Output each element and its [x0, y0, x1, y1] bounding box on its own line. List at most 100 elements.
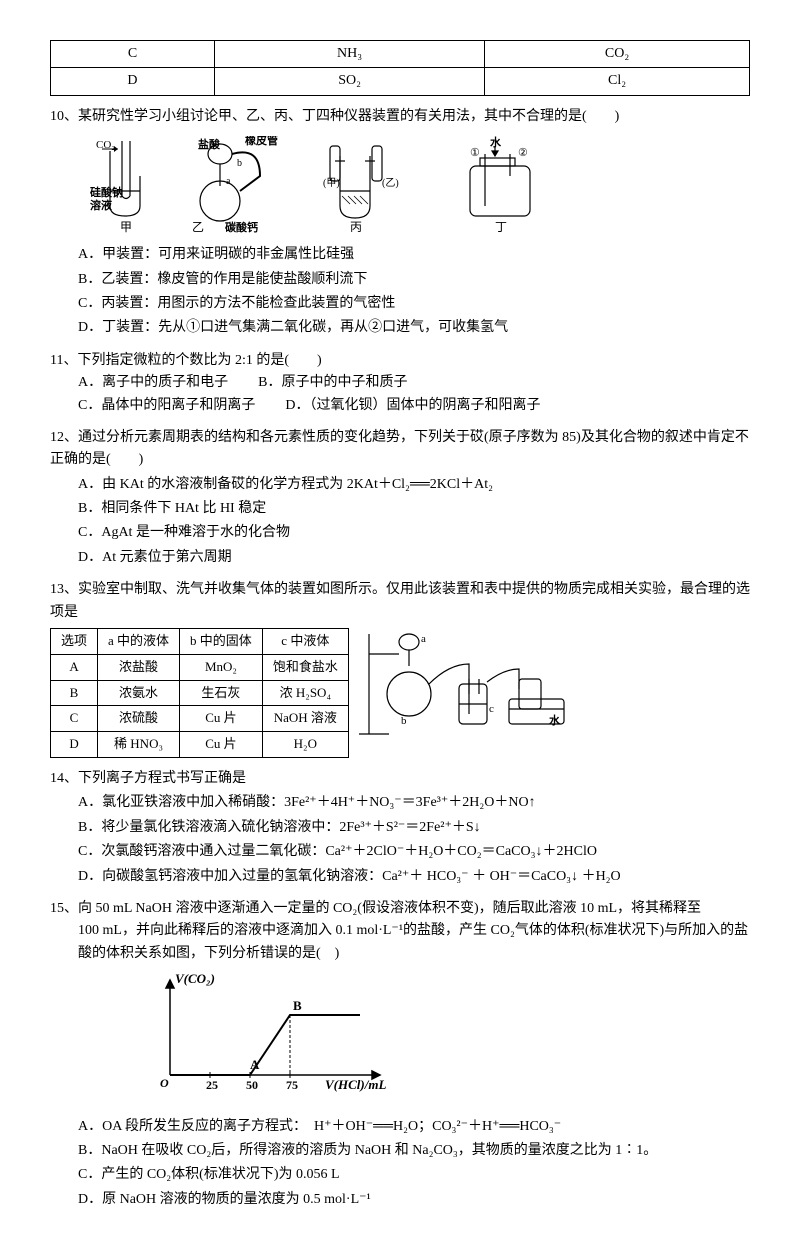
options: A．OA 段所发生反应的离子方程式： H⁺＋OH⁻══H₂O；CO₃²⁻＋H⁺═… — [78, 1116, 750, 1212]
option-a: A．甲装置：可用来证明碳的非金属性比硅强 — [78, 244, 750, 266]
label-a: a — [226, 176, 231, 187]
cell: D — [51, 68, 215, 95]
cell: Cu 片 — [180, 732, 263, 758]
cell: C — [51, 41, 215, 68]
option-d: D．丁装置：先从①口进气集满二氧化碳，再从②口进气，可收集氢气 — [78, 317, 750, 339]
label-ding: 丁 — [495, 220, 507, 234]
ylabel: V(CO₂) — [175, 971, 215, 986]
cell: CO₂ — [485, 41, 750, 68]
tick-25: 25 — [206, 1078, 218, 1092]
xlabel: V(HCl)/mL — [325, 1077, 386, 1092]
table-row: D 稀 HNO₃ Cu 片 H₂O — [51, 732, 349, 758]
option-c: C．产生的 CO₂体积(标准状况下)为 0.056 L — [78, 1164, 750, 1186]
label-rubber: 橡皮管 — [245, 136, 278, 147]
option-d: D．原 NaOH 溶液的物质的量浓度为 0.5 mol·L⁻¹ — [78, 1189, 750, 1211]
q-num: 13、 — [50, 582, 78, 597]
option-c: C．丙装置：用图示的方法不能检查此装置的气密性 — [78, 293, 750, 315]
label-one: ① — [470, 147, 480, 159]
origin: O — [160, 1076, 169, 1090]
option-a: A．氯化亚铁溶液中加入稀硝酸：3Fe²⁺＋4H⁺＋NO₃⁻＝3Fe³⁺＋2H₂O… — [78, 792, 750, 814]
q-stem: 通过分析元素周期表的结构和各元素性质的变化趋势，下列关于砹(原子序数为 85)及… — [50, 430, 749, 467]
cell: 浓 H₂SO₄ — [262, 680, 348, 706]
cell: Cu 片 — [180, 706, 263, 732]
q13-apparatus-svg: a b c 水 — [359, 624, 579, 744]
apparatus-figure: CO₂ 硅酸钠 溶液 甲 盐酸 橡皮管 b a 乙 碳酸钙 — [90, 136, 610, 236]
option-a: A．离子中的质子和电子 — [78, 372, 228, 394]
cell: 稀 HNO₃ — [98, 732, 180, 758]
q13-table: 选项 a 中的液体 b 中的固体 c 中液体 A 浓盐酸 MnO₂ 饱和食盐水 … — [50, 628, 349, 758]
label-two: ② — [518, 147, 528, 159]
label-a: a — [421, 633, 426, 645]
cell: 浓氨水 — [98, 680, 180, 706]
table-row: D SO₂ Cl₂ — [51, 68, 750, 95]
label-yi2: (乙) — [382, 177, 399, 189]
options-row2: C．晶体中的阳离子和阴离子 D．（过氧化钡）固体中的阴离子和阳离子 — [78, 395, 750, 417]
label-bing: 丙 — [350, 220, 362, 234]
top-table: C NH₃ CO₂ D SO₂ Cl₂ — [50, 40, 750, 96]
question-10: 10、某研究性学习小组讨论甲、乙、丙、丁四种仪器装置的有关用法，其中不合理的是(… — [50, 106, 750, 340]
q-stem: 实验室中制取、洗气并收集气体的装置如图所示。仅用此该装置和表中提供的物质完成相关… — [50, 582, 750, 619]
option-b: B．将少量氯化铁溶液滴入硫化钠溶液中：2Fe³⁺＋S²⁻＝2Fe²⁺＋S↓ — [78, 817, 750, 839]
label-sol: 溶液 — [90, 198, 113, 212]
question-14: 14、下列离子方程式书写正确是 A．氯化亚铁溶液中加入稀硝酸：3Fe²⁺＋4H⁺… — [50, 768, 750, 888]
option-a: A．由 KAt 的水溶液制备砹的化学方程式为 2KAt＋Cl₂══2KCl＋At… — [78, 474, 750, 496]
cell: Cl₂ — [485, 68, 750, 95]
cell: MnO₂ — [180, 654, 263, 680]
option-c: C．晶体中的阳离子和阴离子 — [78, 395, 255, 417]
tick-75: 75 — [286, 1078, 298, 1092]
cell: SO₂ — [214, 68, 484, 95]
label-caco3: 碳酸钙 — [225, 220, 258, 234]
cell: b 中的固体 — [180, 629, 263, 655]
cell: 浓硫酸 — [98, 706, 180, 732]
label-yansuan: 盐酸 — [198, 137, 221, 151]
label-b: b — [237, 158, 242, 169]
option-b: B．相同条件下 HAt 比 HI 稳定 — [78, 498, 750, 520]
option-c: C．次氯酸钙溶液中通入过量二氧化碳：Ca²⁺＋2ClO⁻＋H₂O＋CO₂＝CaC… — [78, 841, 750, 863]
label-jia: 甲 — [120, 220, 132, 234]
options: A．由 KAt 的水溶液制备砹的化学方程式为 2KAt＋Cl₂══2KCl＋At… — [78, 474, 750, 570]
options: A．甲装置：可用来证明碳的非金属性比硅强 B．乙装置：橡皮管的作用是能使盐酸顺利… — [78, 244, 750, 340]
option-a: A．OA 段所发生反应的离子方程式： H⁺＋OH⁻══H₂O；CO₃²⁻＋H⁺═… — [78, 1116, 750, 1138]
cell: A — [51, 654, 98, 680]
q-stem: 下列指定微粒的个数比为 2:1 的是( ) — [77, 353, 321, 368]
option-b: B．NaOH 在吸收 CO₂后，所得溶液的溶质为 NaOH 和 Na₂CO₃，其… — [78, 1140, 750, 1162]
question-12: 12、通过分析元素周期表的结构和各元素性质的变化趋势，下列关于砹(原子序数为 8… — [50, 427, 750, 569]
label-yi: 乙 — [192, 220, 204, 234]
q-stem: 下列离子方程式书写正确是 — [78, 771, 246, 786]
option-d: D．向碳酸氢钙溶液中加入过量的氢氧化钠溶液：Ca²⁺＋ HCO₃⁻ ＋ OH⁻＝… — [78, 866, 750, 888]
q-num: 14、 — [50, 771, 78, 786]
point-b: B — [293, 998, 302, 1013]
label-water: 水 — [490, 136, 502, 149]
option-d: D．（过氧化钡）固体中的阴离子和阳离子 — [285, 395, 540, 417]
cell: 生石灰 — [180, 680, 263, 706]
option-b: B．原子中的中子和质子 — [258, 372, 407, 394]
table-row: C NH₃ CO₂ — [51, 41, 750, 68]
option-b: B．乙装置：橡皮管的作用是能使盐酸顺利流下 — [78, 269, 750, 291]
label-water: 水 — [549, 713, 561, 727]
cell: H₂O — [262, 732, 348, 758]
label-b: b — [401, 715, 407, 727]
q-num: 15、 — [50, 901, 78, 916]
apparatus-svg: CO₂ 硅酸钠 溶液 甲 盐酸 橡皮管 b a 乙 碳酸钙 — [90, 136, 610, 236]
options: A．离子中的质子和电子 B．原子中的中子和质子 — [78, 372, 750, 394]
q-stem: 某研究性学习小组讨论甲、乙、丙、丁四种仪器装置的有关用法，其中不合理的是( ) — [78, 109, 619, 124]
options: A．氯化亚铁溶液中加入稀硝酸：3Fe²⁺＋4H⁺＋NO₃⁻＝3Fe³⁺＋2H₂O… — [78, 792, 750, 888]
cell: B — [51, 680, 98, 706]
q-num: 10、 — [50, 109, 78, 124]
q-stem: 向 50 mL NaOH 溶液中逐渐通入一定量的 CO₂(假设溶液体积不变)，随… — [78, 901, 701, 916]
cell: a 中的液体 — [98, 629, 180, 655]
cell: D — [51, 732, 98, 758]
label-c: c — [489, 703, 494, 715]
cell: NH₃ — [214, 41, 484, 68]
q-stem-cont: 100 mL，并向此稀释后的溶液中逐滴加入 0.1 mol·L⁻¹的盐酸，产生 … — [78, 920, 750, 965]
question-13: 13、实验室中制取、洗气并收集气体的装置如图所示。仅用此该装置和表中提供的物质完… — [50, 579, 750, 758]
table-row: A 浓盐酸 MnO₂ 饱和食盐水 — [51, 654, 349, 680]
label-na2sio3: 硅酸钠 — [90, 185, 123, 199]
point-a: A — [250, 1057, 260, 1072]
cell: 饱和食盐水 — [262, 654, 348, 680]
table-row: C 浓硫酸 Cu 片 NaOH 溶液 — [51, 706, 349, 732]
cell: c 中液体 — [262, 629, 348, 655]
question-15: 15、向 50 mL NaOH 溶液中逐渐通入一定量的 CO₂(假设溶液体积不变… — [50, 898, 750, 1211]
q-num: 11、 — [50, 353, 77, 368]
option-d: D．At 元素位于第六周期 — [78, 547, 750, 569]
